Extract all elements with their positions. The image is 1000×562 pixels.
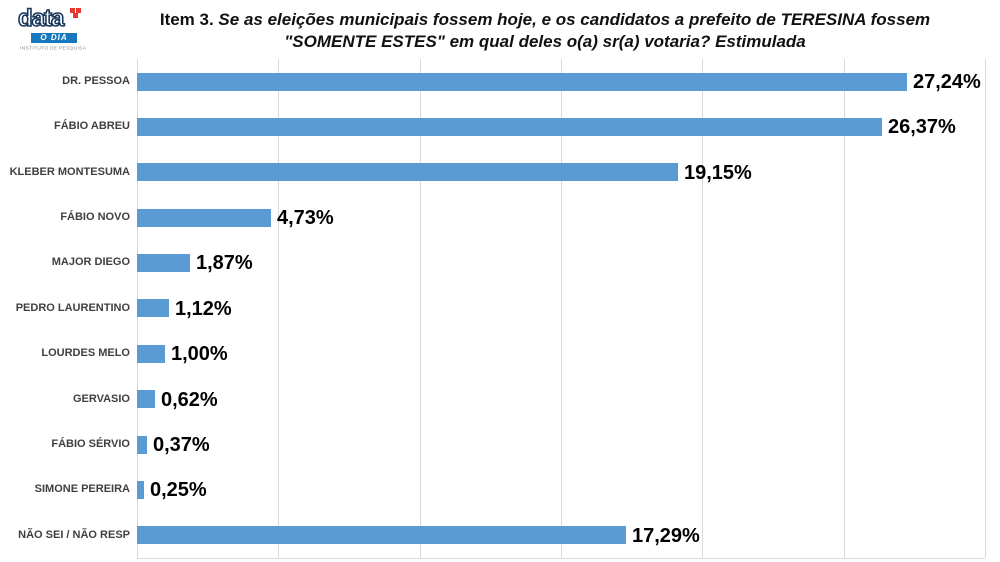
chart-row: GERVASIO 0,62% — [0, 377, 1000, 422]
chart-row: FÁBIO SÉRVIO 0,37% — [0, 422, 1000, 467]
value-label: 17,29% — [632, 524, 700, 547]
chart-row: KLEBER MONTESUMA 19,15% — [0, 150, 1000, 195]
chart-row: NÃO SEI / NÃO RESP 17,29% — [0, 513, 1000, 558]
category-label: NÃO SEI / NÃO RESP — [18, 528, 130, 541]
bar — [137, 299, 169, 318]
bar — [137, 254, 190, 273]
chart-title-prefix: Item 3. — [159, 10, 214, 29]
category-label: FÁBIO SÉRVIO — [51, 437, 130, 450]
gridline — [702, 59, 704, 558]
gridline — [561, 59, 562, 558]
chart-row: LOURDES MELO 1,00% — [0, 331, 1000, 376]
bar — [137, 118, 882, 137]
logo-brand-text: data — [17, 5, 65, 32]
x-axis-line — [137, 558, 985, 559]
bar — [137, 72, 907, 91]
category-label: GERVASIO — [72, 392, 130, 405]
gridline — [278, 59, 280, 558]
gridline — [843, 59, 845, 558]
category-label: FÁBIO ABREU — [54, 120, 130, 133]
bar — [137, 390, 155, 409]
category-label: SIMONE PEREIRA — [34, 483, 130, 496]
gridline — [419, 59, 421, 558]
bar — [137, 480, 144, 499]
value-label: 1,87% — [196, 252, 253, 275]
chart-title-line2: "SOMENTE ESTES" em qual deles o(a) sr(a)… — [284, 32, 806, 51]
value-label: 0,25% — [150, 479, 207, 502]
logo-subtitle: INSTITUTO DE PESQUISA — [20, 45, 87, 51]
category-label: FÁBIO NOVO — [60, 211, 130, 224]
chart-title: Item 3. Se as eleições municipais fossem… — [105, 9, 985, 53]
category-label: DR. PESSOA — [62, 75, 130, 87]
logo-red-flag-icon — [70, 8, 75, 13]
category-label: LOURDES MELO — [41, 347, 130, 360]
bar — [137, 526, 626, 545]
value-label: 4,73% — [277, 207, 334, 230]
value-label: 0,62% — [161, 388, 218, 411]
category-label: MAJOR DIEGO — [51, 256, 130, 269]
value-label: 19,15% — [684, 161, 752, 184]
value-label: 1,12% — [175, 297, 232, 320]
chart-row: SIMONE PEREIRA 0,25% — [0, 467, 1000, 512]
bar — [137, 344, 165, 363]
category-label: KLEBER MONTESUMA — [9, 165, 130, 178]
chart-row: DR. PESSOA 27,24% — [0, 59, 1000, 104]
chart-row: FÁBIO ABREU 26,37% — [0, 104, 1000, 149]
category-label: PEDRO LAURENTINO — [15, 301, 130, 314]
chart-title-line1: Se as eleições municipais fossem hoje, e… — [213, 10, 931, 29]
chart-row: MAJOR DIEGO 1,87% — [0, 240, 1000, 285]
value-label: 1,00% — [171, 343, 228, 366]
chart-row: PEDRO LAURENTINO 1,12% — [0, 286, 1000, 331]
gridline — [985, 59, 986, 558]
bar — [137, 208, 271, 227]
value-label: 26,37% — [888, 116, 956, 139]
data-odia-logo: data O DIA INSTITUTO DE PESQUISA — [17, 5, 108, 52]
logo-brand-row: data — [17, 5, 108, 32]
logo-newspaper-band: O DIA — [31, 33, 77, 43]
bar — [137, 163, 678, 182]
chart-row: FÁBIO NOVO 4,73% — [0, 195, 1000, 240]
value-label: 27,24% — [913, 71, 981, 93]
bar — [137, 435, 147, 454]
value-label: 0,37% — [153, 433, 210, 456]
